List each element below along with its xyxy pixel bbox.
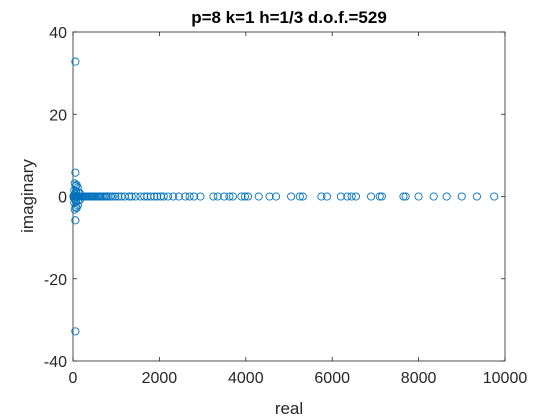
y-tick-label: 40: [49, 25, 67, 42]
y-tick-label: 0: [58, 190, 67, 207]
y-tick-label: -40: [44, 354, 67, 371]
x-tick-label: 4000: [228, 370, 264, 387]
x-tick-label: 2000: [142, 370, 178, 387]
x-tick-label: 0: [69, 370, 78, 387]
y-tick-label: 20: [49, 107, 67, 124]
chart-title: p=8 k=1 h=1/3 d.o.f.=529: [191, 8, 387, 27]
x-tick-label: 10000: [483, 370, 528, 387]
y-axis-label: imaginary: [18, 159, 37, 233]
x-tick-label: 8000: [401, 370, 437, 387]
y-tick-label: -20: [44, 272, 67, 289]
x-axis-label: real: [275, 399, 303, 418]
x-tick-label: 6000: [314, 370, 350, 387]
plot-area: [73, 32, 505, 361]
